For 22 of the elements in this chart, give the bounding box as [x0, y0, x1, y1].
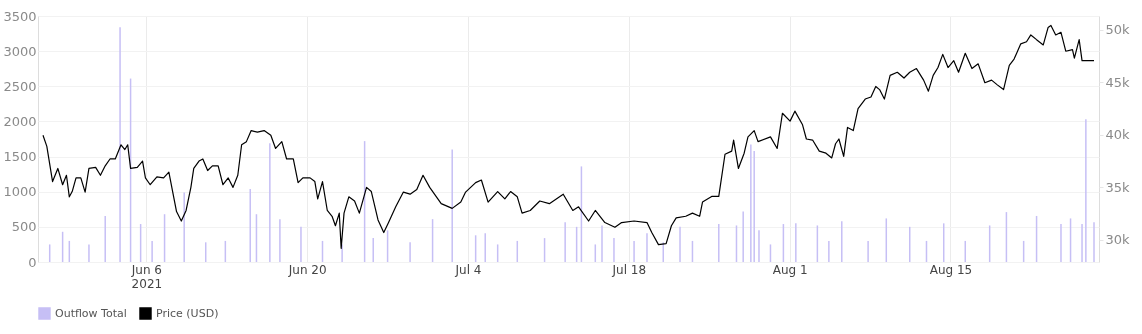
- y2-tick-label: 40k: [1105, 127, 1131, 143]
- y2-tick-label: 50k: [1105, 22, 1131, 38]
- y-tick-label: 2500: [3, 78, 37, 94]
- legend-label: Price (USD): [156, 306, 219, 320]
- y2-tick-label: 45k: [1105, 74, 1131, 90]
- x-tick-label: Jun 6 2021: [130, 262, 163, 291]
- y2-tick-label: 30k: [1105, 232, 1131, 248]
- legend-label: Outflow Total: [55, 306, 127, 320]
- x-tick-label: Jun 20: [287, 262, 327, 277]
- y-tick-label: 1500: [3, 149, 37, 165]
- x-tick-label: Jul 4: [454, 262, 482, 277]
- x-tick-label: Aug 15: [929, 262, 973, 277]
- y2-tick-label: 35k: [1105, 179, 1131, 195]
- y-tick-label: 500: [11, 219, 37, 235]
- y-tick-label: 1000: [3, 184, 37, 200]
- y-tick-label: 3500: [3, 8, 37, 24]
- line-series: [42, 24, 1095, 249]
- x-tick-label: Jul 18: [611, 262, 647, 277]
- y-tick-label: 0: [28, 254, 37, 270]
- y-tick-label: 2000: [3, 113, 37, 129]
- y-tick-label: 3000: [3, 43, 37, 59]
- x-tick-label: Aug 1: [772, 262, 808, 277]
